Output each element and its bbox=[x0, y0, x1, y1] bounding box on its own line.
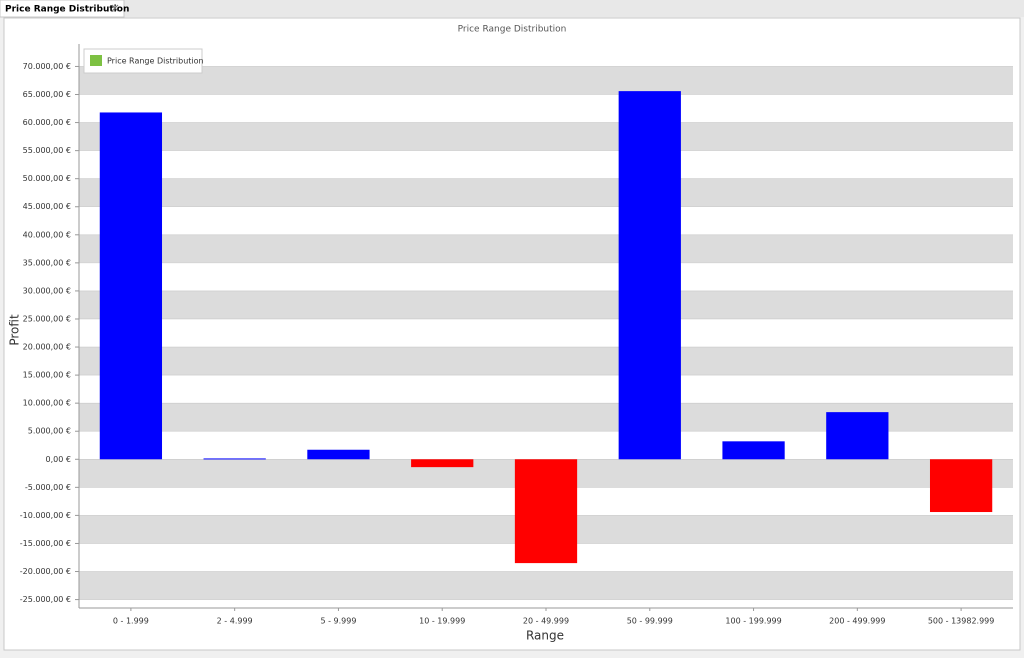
grid-band bbox=[79, 234, 1013, 263]
bar bbox=[929, 459, 993, 513]
y-tick-label: -15.000,00 € bbox=[20, 539, 71, 548]
y-tick-label: 20.000,00 € bbox=[23, 343, 71, 352]
tab-title[interactable]: Price Range Distribution bbox=[5, 5, 129, 15]
grid-band bbox=[79, 122, 1013, 151]
x-tick-label: 50 - 99.999 bbox=[627, 617, 673, 626]
x-tick-label: 10 - 19.999 bbox=[419, 617, 465, 626]
bar bbox=[514, 459, 578, 564]
bar bbox=[722, 441, 785, 460]
y-tick-label: -10.000,00 € bbox=[20, 511, 71, 520]
y-tick-label: 70.000,00 € bbox=[23, 62, 71, 71]
y-tick-label: 35.000,00 € bbox=[23, 258, 71, 267]
y-tick-label: 10.000,00 € bbox=[23, 399, 71, 408]
x-tick-label: 0 - 1.999 bbox=[113, 617, 149, 626]
legend-swatch bbox=[90, 55, 102, 66]
legend-label: Price Range Distribution bbox=[107, 57, 204, 66]
x-tick-label: 20 - 49.999 bbox=[523, 617, 569, 626]
grid-band bbox=[79, 178, 1013, 207]
y-tick-label: 60.000,00 € bbox=[23, 118, 71, 127]
y-tick-label: -25.000,00 € bbox=[20, 595, 71, 604]
y-tick-label: 50.000,00 € bbox=[23, 174, 71, 183]
grid-band bbox=[79, 571, 1013, 600]
y-tick-label: 40.000,00 € bbox=[23, 230, 71, 239]
bar bbox=[411, 459, 474, 468]
y-tick-label: 30.000,00 € bbox=[23, 286, 71, 295]
bar bbox=[618, 91, 681, 460]
bar bbox=[307, 449, 370, 460]
x-tick-label: 200 - 499.999 bbox=[829, 617, 885, 626]
y-tick-label: -5.000,00 € bbox=[25, 483, 71, 492]
y-axis-label: Profit bbox=[8, 314, 22, 346]
x-tick-label: 500 - 13982.999 bbox=[928, 617, 995, 626]
legend-box bbox=[83, 48, 203, 74]
y-tick-label: -20.000,00 € bbox=[20, 567, 71, 576]
y-tick-label: 0,00 € bbox=[46, 455, 71, 464]
y-tick-label: 55.000,00 € bbox=[23, 146, 71, 155]
x-tick-label: 2 - 4.999 bbox=[217, 617, 253, 626]
tab-bar bbox=[0, 0, 1024, 17]
x-axis-label: Range bbox=[526, 629, 564, 643]
bar bbox=[826, 412, 889, 460]
grid-band bbox=[79, 290, 1013, 319]
bar bbox=[203, 458, 266, 460]
y-tick-label: 65.000,00 € bbox=[23, 90, 71, 99]
bar bbox=[99, 112, 163, 460]
x-tick-label: 5 - 9.999 bbox=[320, 617, 356, 626]
y-tick-label: 15.000,00 € bbox=[23, 371, 71, 380]
y-tick-label: 45.000,00 € bbox=[23, 202, 71, 211]
tab[interactable] bbox=[0, 0, 125, 18]
chart-title: Price Range Distribution bbox=[458, 25, 567, 35]
x-tick-label: 100 - 199.999 bbox=[725, 617, 781, 626]
grid-band bbox=[79, 66, 1013, 95]
tab-close[interactable] bbox=[111, 4, 119, 12]
y-tick-label: 5.000,00 € bbox=[28, 427, 71, 436]
y-tick-label: 25.000,00 € bbox=[23, 314, 71, 323]
grid-band bbox=[79, 347, 1013, 376]
